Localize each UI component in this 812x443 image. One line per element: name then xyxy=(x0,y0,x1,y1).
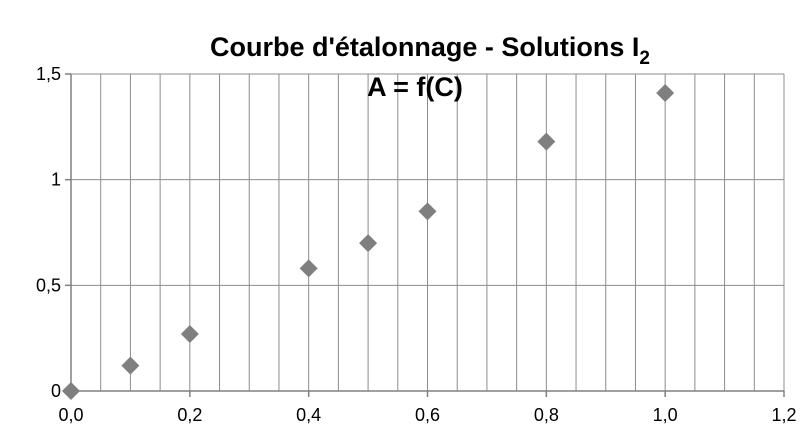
tick-labels: 0 0,5 1 1,5 0,0 0,2 0,4 0,6 0,8 1,0 1,2 xyxy=(36,64,797,425)
chart-title-group: Courbe d'étalonnage - Solutions I2 A = f… xyxy=(210,32,650,102)
data-point xyxy=(656,84,674,102)
x-tick-label: 0,2 xyxy=(177,405,202,425)
y-tick-label: 1 xyxy=(51,170,61,190)
x-tick-label: 0,4 xyxy=(296,405,321,425)
grid xyxy=(71,74,784,391)
chart-title-main: Courbe d'étalonnage - Solutions I xyxy=(210,32,639,62)
chart-title-subscript: 2 xyxy=(639,48,650,69)
x-tick-label: 1,2 xyxy=(771,405,796,425)
axes xyxy=(65,74,784,397)
x-tick-label: 0,6 xyxy=(415,405,440,425)
y-tick-label: 0,5 xyxy=(36,275,61,295)
data-point xyxy=(121,357,139,375)
x-tick-label: 0,0 xyxy=(58,405,83,425)
y-tick-label: 1,5 xyxy=(36,64,61,84)
chart-subtitle: A = f(C) xyxy=(367,72,463,102)
y-tick-label: 0 xyxy=(51,381,61,401)
x-tick-label: 0,8 xyxy=(534,405,559,425)
data-point xyxy=(300,259,318,277)
chart-title: Courbe d'étalonnage - Solutions I2 xyxy=(210,32,650,69)
x-tick-label: 1,0 xyxy=(653,405,678,425)
data-point xyxy=(419,202,437,220)
data-point xyxy=(62,382,80,400)
data-point xyxy=(537,133,555,151)
data-point xyxy=(181,325,199,343)
data-point xyxy=(359,234,377,252)
